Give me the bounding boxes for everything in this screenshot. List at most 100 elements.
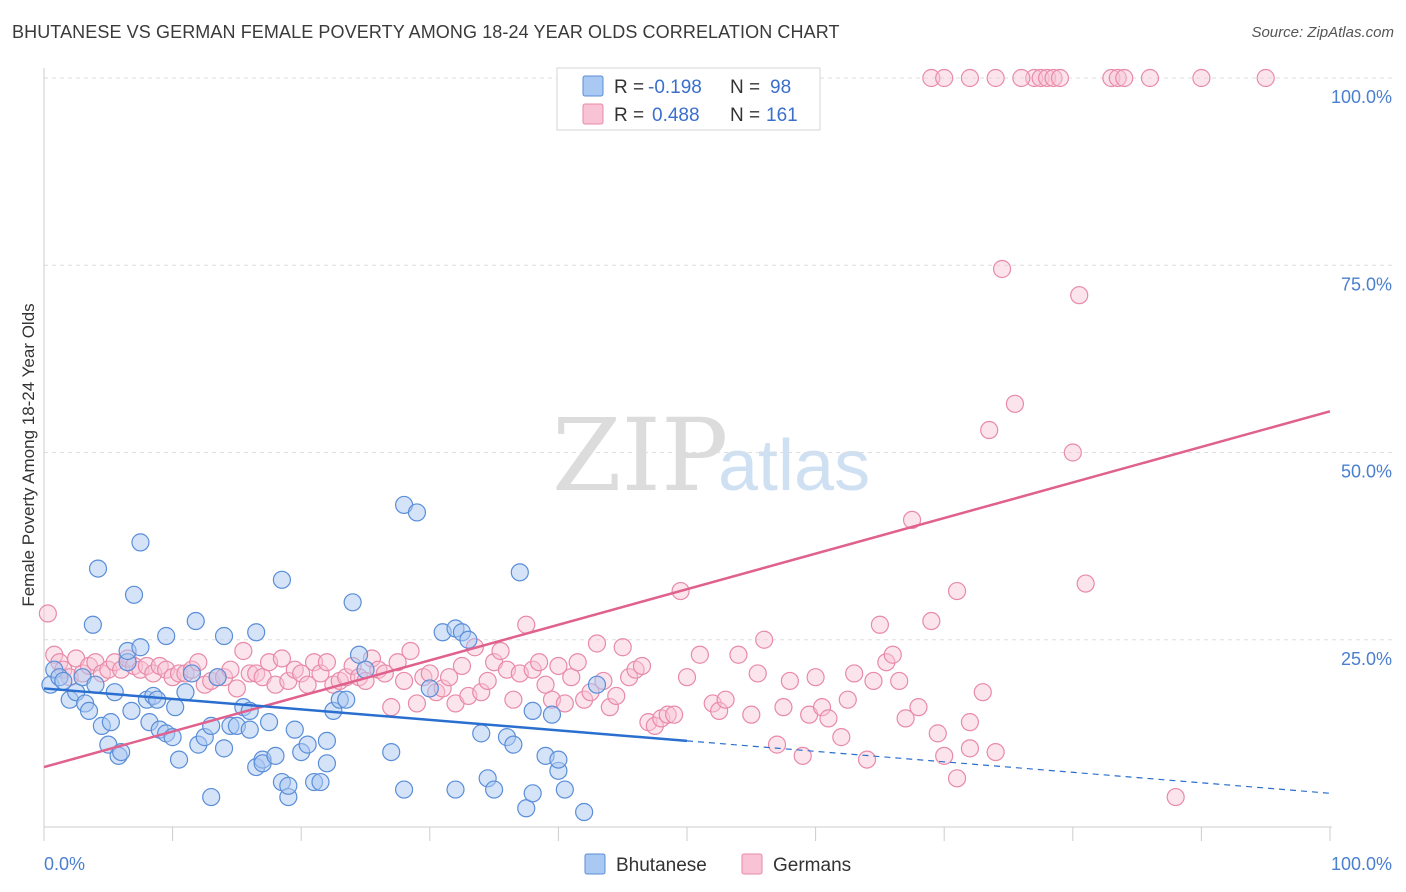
germans-point — [935, 68, 954, 88]
bottom-legend-swatch-germans — [741, 853, 763, 875]
bhutanese-point — [349, 645, 369, 664]
germans-point — [311, 664, 330, 683]
bhutanese-point — [88, 559, 108, 578]
bhutanese-point — [517, 799, 536, 818]
germans-point — [928, 724, 947, 743]
bhutanese-point — [131, 638, 150, 657]
bhutanese-point — [446, 780, 465, 799]
germans-point — [137, 656, 156, 676]
legend-n-label-bhutanese: N = — [730, 77, 760, 98]
germans-point — [845, 664, 864, 683]
germans-point — [710, 701, 729, 721]
germans-point — [401, 641, 420, 661]
germans-point — [1108, 68, 1127, 88]
bhutanese-point — [542, 705, 562, 724]
germans-point — [613, 638, 632, 657]
trend-lines — [43, 410, 1331, 794]
germans-point — [864, 671, 883, 691]
bhutanese-point — [272, 570, 292, 589]
germans-point — [504, 690, 523, 709]
bhutanese-point — [86, 675, 105, 694]
germans-point — [819, 709, 838, 728]
germans-point — [973, 683, 992, 702]
germans-point — [407, 694, 427, 713]
germans-point — [234, 641, 253, 661]
legend-r-label-germans: R = — [614, 105, 644, 126]
bhutanese-point — [504, 735, 523, 754]
x-ticks — [43, 827, 1331, 841]
bhutanese-point — [285, 720, 304, 739]
germans-point — [452, 656, 472, 676]
germans-point — [394, 671, 414, 691]
germans-point — [1076, 574, 1095, 593]
germans-point — [523, 660, 542, 679]
bhutanese-point — [83, 615, 102, 634]
legend-swatch-germans — [582, 103, 604, 125]
legend-swatch-bhutanese — [582, 75, 604, 97]
bhutanese-point — [523, 701, 542, 721]
germans-point — [632, 656, 652, 676]
germans-point — [227, 679, 246, 698]
bhutanese-point — [214, 626, 234, 646]
bhutanese-point — [166, 698, 185, 717]
germans-point — [1140, 68, 1160, 88]
bhutanese-point — [407, 503, 427, 522]
bhutanese-point — [459, 630, 478, 649]
legend-n-value-germans: 161 — [766, 105, 798, 126]
chart-title: BHUTANESE VS GERMAN FEMALE POVERTY AMONG… — [12, 22, 840, 42]
bhutanese-point — [182, 664, 201, 683]
germans-point — [1031, 68, 1050, 88]
y-tick-label: 100.0% — [1331, 87, 1392, 107]
germans-point — [555, 694, 574, 713]
bhutanese-point — [298, 735, 317, 754]
germans-point — [1063, 443, 1082, 462]
bhutanese-point — [587, 675, 607, 694]
bhutanese-point — [317, 754, 337, 773]
germans-point — [896, 709, 915, 728]
y-tick-label: 25.0% — [1341, 649, 1392, 669]
x-tick-label-max: 100.0% — [1331, 854, 1392, 874]
germans-point — [755, 630, 774, 649]
legend-r-value-germans: 0.488 — [652, 105, 700, 126]
bhutanese-point — [420, 679, 439, 698]
germans-point — [870, 615, 890, 634]
bottom-legend-label-bhutanese: Bhutanese — [616, 855, 707, 876]
bhutanese-point — [343, 593, 362, 612]
bhutanese-point — [186, 611, 205, 631]
bhutanese-point — [214, 739, 234, 758]
germans-point — [832, 728, 851, 747]
germans-point — [774, 698, 793, 717]
bhutanese-point — [523, 784, 542, 803]
watermark-zip: ZIP — [552, 397, 728, 514]
germans-point — [1044, 68, 1063, 88]
germans-point — [922, 611, 941, 631]
germans-point — [517, 615, 536, 634]
x-tick-label-min: 0.0% — [44, 854, 85, 874]
germans-point — [806, 668, 825, 687]
germans-point — [317, 653, 337, 672]
germans-point — [292, 664, 311, 683]
germans-point — [1256, 68, 1275, 88]
y-tick-labels: 25.0% 50.0% 75.0% 100.0% — [1331, 87, 1392, 669]
bhutanese-point — [79, 701, 99, 721]
germans-point — [812, 698, 832, 717]
germans-point — [645, 716, 664, 735]
bhutanese-point — [575, 802, 594, 822]
bhutanese-point — [208, 668, 227, 687]
germans-point — [690, 645, 709, 664]
legend-r-value-bhutanese: -0.198 — [648, 77, 702, 98]
germans-point — [793, 746, 812, 765]
germans-point — [665, 705, 684, 724]
bottom-legend-swatch-bhutanese — [584, 853, 606, 875]
bhutanese-point — [266, 746, 285, 765]
germans-point — [857, 750, 877, 769]
germans-point — [767, 735, 787, 754]
bhutanese-point — [169, 750, 189, 769]
germans-point — [1115, 68, 1134, 88]
germans-point — [980, 420, 999, 440]
germans-point — [600, 698, 619, 717]
bhutanese-point — [240, 720, 259, 739]
bhutanese-point — [124, 585, 144, 604]
germans-point — [780, 671, 799, 691]
germans-point — [439, 668, 459, 687]
